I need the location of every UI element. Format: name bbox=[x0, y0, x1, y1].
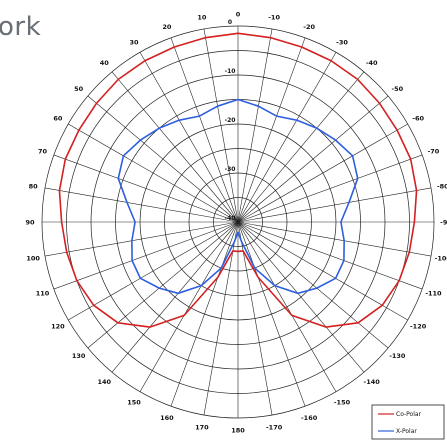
radial-tick-labels: 0 -10 -20 -30 -40 bbox=[225, 19, 236, 222]
grid-spoke bbox=[68, 221, 239, 321]
grid-spoke bbox=[111, 71, 239, 223]
grid-spoke bbox=[203, 28, 239, 223]
cropped-title-fragment: ork bbox=[0, 12, 42, 42]
grid-spoke bbox=[53, 154, 239, 223]
angle-tick-label: 80 bbox=[29, 182, 39, 190]
grid-spoke bbox=[237, 28, 273, 223]
angle-tick-labels: 0 10 20 30 40 50 60 70 80 90 100 110 120 130 140 150 160… bbox=[25, 11, 447, 435]
grid-spoke bbox=[237, 221, 365, 373]
angle-tick-label: 110 bbox=[36, 290, 50, 298]
angle-tick-label: -70 bbox=[428, 147, 440, 155]
legend: Co-Polar X-Polar bbox=[371, 404, 445, 440]
angle-tick-label: -80 bbox=[437, 182, 447, 190]
angle-tick-label: -130 bbox=[389, 352, 406, 360]
angle-tick-label: 180 bbox=[231, 427, 245, 435]
angle-tick-label: 140 bbox=[98, 378, 112, 386]
grid-spoke bbox=[111, 221, 239, 373]
grid-spoke bbox=[237, 221, 423, 290]
legend-co-polar-label: Co-Polar bbox=[396, 411, 422, 418]
grid-spoke bbox=[237, 123, 408, 223]
grid-spoke bbox=[237, 221, 432, 257]
angle-tick-label: -170 bbox=[266, 423, 283, 431]
angle-tick-label: 90 bbox=[25, 219, 35, 227]
legend-box bbox=[371, 404, 445, 440]
grid-spoke bbox=[44, 187, 239, 223]
angle-tick-label: -20 bbox=[303, 23, 315, 31]
angle-tick-label: -140 bbox=[364, 378, 381, 386]
angle-tick-label: 100 bbox=[26, 255, 40, 263]
legend-x-polar-label: X-Polar bbox=[396, 428, 417, 435]
angle-tick-label: 30 bbox=[129, 38, 139, 46]
grid-spoke bbox=[87, 95, 239, 223]
grid-spoke bbox=[139, 221, 239, 392]
grid-spoke bbox=[53, 221, 239, 290]
grid-spoke bbox=[237, 221, 337, 392]
radial-tick-label: -20 bbox=[225, 117, 236, 124]
angle-tick-label: 120 bbox=[51, 323, 65, 331]
angle-tick-label: -30 bbox=[336, 38, 348, 46]
radial-tick-label: -30 bbox=[225, 166, 236, 173]
angle-tick-label: 130 bbox=[72, 352, 86, 360]
angle-tick-label: -150 bbox=[334, 399, 351, 407]
grid-spoke bbox=[203, 221, 239, 416]
radial-tick-label: -10 bbox=[225, 68, 236, 75]
grid-spoke bbox=[44, 221, 239, 257]
polar-grid bbox=[41, 25, 435, 419]
angle-tick-label: 40 bbox=[100, 59, 110, 67]
grid-spoke bbox=[170, 37, 239, 223]
grid-spoke bbox=[237, 95, 389, 223]
angle-tick-label: 20 bbox=[162, 23, 172, 31]
angle-tick-label: 0 bbox=[236, 11, 241, 19]
grid-spoke bbox=[139, 52, 239, 223]
grid-spoke bbox=[237, 221, 273, 416]
grid-spoke bbox=[237, 71, 365, 223]
grid-spoke bbox=[170, 221, 239, 407]
angle-tick-label: 160 bbox=[160, 414, 174, 422]
grid-spoke bbox=[87, 221, 239, 349]
angle-tick-label: -60 bbox=[412, 115, 424, 123]
series-group bbox=[58, 32, 418, 328]
radial-tick-label: -40 bbox=[225, 215, 236, 222]
angle-tick-label: 170 bbox=[195, 423, 209, 431]
angle-tick-label: 150 bbox=[127, 399, 141, 407]
angle-tick-label: -40 bbox=[366, 59, 378, 67]
grid-spoke bbox=[237, 187, 432, 223]
grid-spoke bbox=[68, 123, 239, 223]
angle-tick-label: 70 bbox=[38, 147, 48, 155]
radial-tick-label: 0 bbox=[228, 19, 232, 26]
angle-tick-label: 10 bbox=[197, 14, 207, 22]
angle-tick-label: -110 bbox=[425, 290, 442, 298]
angle-tick-label: 60 bbox=[53, 115, 63, 123]
grid-spoke bbox=[237, 52, 337, 223]
grid-spoke bbox=[237, 221, 408, 321]
grid-spoke bbox=[237, 154, 423, 223]
series-line-co-polar bbox=[58, 32, 418, 328]
angle-tick-label: -50 bbox=[391, 85, 403, 93]
angle-tick-label: -90 bbox=[440, 219, 447, 227]
grid-spoke bbox=[237, 221, 389, 349]
angle-tick-label: -160 bbox=[301, 414, 318, 422]
angle-tick-label: -120 bbox=[410, 323, 427, 331]
series-line-x-polar bbox=[117, 98, 359, 295]
angle-tick-label: -10 bbox=[268, 14, 280, 22]
angle-tick-label: -100 bbox=[435, 255, 447, 263]
angle-tick-label: 50 bbox=[74, 85, 84, 93]
grid-spoke bbox=[237, 221, 306, 407]
grid-spoke bbox=[237, 37, 306, 223]
